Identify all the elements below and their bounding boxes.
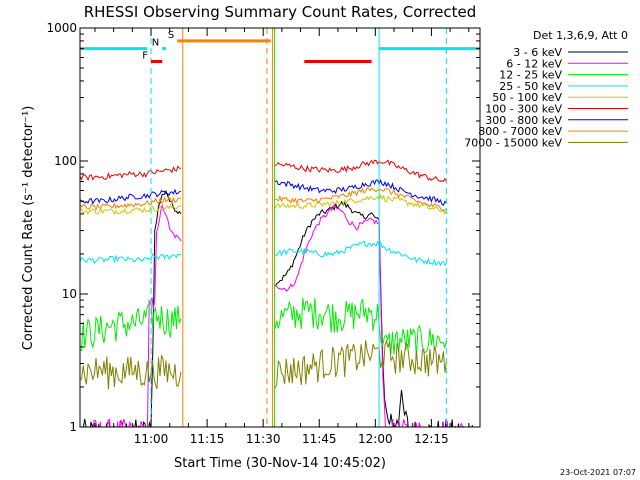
footer-date: 23-Oct-2021 07:07 [560, 468, 636, 477]
x-tick-label: 12:15 [414, 432, 449, 446]
legend-header: Det 1,3,6,9, Att 0 [533, 29, 628, 42]
y-tick-label: 10 [62, 287, 77, 301]
series-line-0 [82, 190, 473, 427]
y-axis-label: Corrected Count Rate (s⁻¹ detector⁻¹) [21, 106, 36, 351]
legend-label-1: 6 - 12 keV [506, 57, 562, 70]
x-tick-label: 11:45 [302, 432, 337, 446]
series-line-5 [80, 159, 447, 183]
plot-frame [79, 27, 481, 428]
axes: 1 10 100 1000 11:00 11:15 11:30 11:45 12:00 12:15 [46, 21, 480, 446]
series-line-6 [80, 178, 447, 206]
legend-label-5: 100 - 300 keV [485, 103, 562, 116]
legend-label-7: 800 - 7000 keV [478, 125, 562, 138]
flag-label-3: S [168, 30, 174, 41]
y-tick-label: 100 [54, 154, 77, 168]
y-tick-label: 1 [69, 420, 77, 434]
legend-label-2: 12 - 25 keV [499, 69, 562, 82]
series-line-3 [80, 240, 447, 267]
legend-label-4: 50 - 100 keV [492, 91, 562, 104]
series-line-2 [80, 297, 447, 359]
x-axis-label: Start Time (30-Nov-14 10:45:02) [174, 456, 386, 471]
series-line-4 [80, 193, 447, 216]
plot-area: FNS [79, 28, 480, 427]
series-line-7 [80, 186, 447, 212]
y-tick-label: 1000 [46, 21, 77, 35]
flag-label-2: N [152, 38, 159, 49]
series-line-8 [80, 339, 447, 390]
x-tick-label: 11:30 [246, 432, 281, 446]
legend-label-3: 25 - 50 keV [499, 80, 562, 93]
legend-label-8: 7000 - 15000 keV [464, 136, 562, 149]
legend-label-6: 300 - 800 keV [485, 114, 562, 127]
x-tick-label: 11:00 [134, 432, 169, 446]
x-tick-label: 12:00 [358, 432, 393, 446]
chart-title: RHESSI Observing Summary Count Rates, Co… [84, 3, 477, 21]
flag-label-1: F [142, 50, 148, 61]
x-tick-label: 11:15 [190, 432, 225, 446]
legend-label-0: 3 - 6 keV [513, 46, 562, 59]
